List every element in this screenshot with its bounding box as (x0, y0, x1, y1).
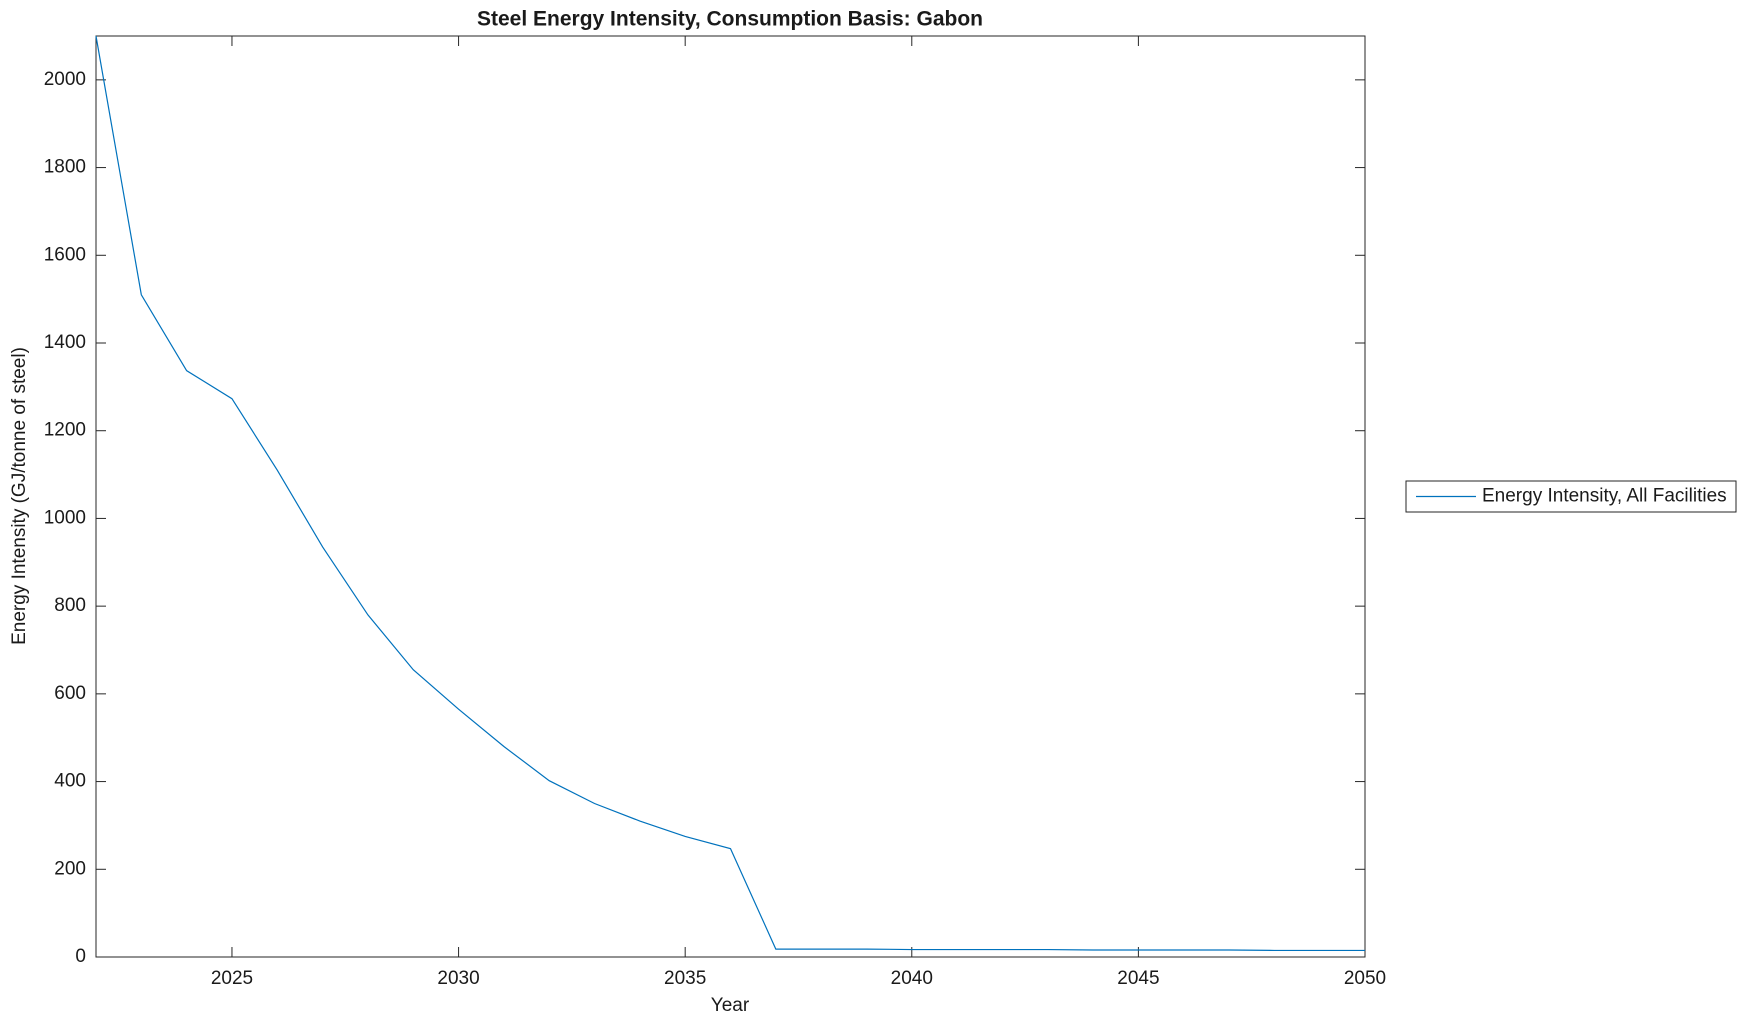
x-tick-label: 2025 (211, 968, 253, 989)
x-tick-label: 2045 (1117, 968, 1159, 989)
y-axis-label: Energy Intensity (GJ/tonne of steel) (9, 347, 30, 645)
y-tick-label: 800 (54, 595, 86, 616)
plot-frame (95, 35, 1366, 958)
y-tick-label: 1000 (44, 507, 86, 528)
x-tick-label: 2030 (437, 968, 479, 989)
y-tick-label: 1400 (44, 332, 86, 353)
data-line (95, 35, 1365, 952)
y-tick-label: 400 (54, 771, 86, 792)
y-tick-label: 600 (54, 683, 86, 704)
chart-title: Steel Energy Intensity, Consumption Basi… (477, 8, 983, 31)
y-tick-label: 1600 (44, 244, 86, 265)
y-tick-label: 1200 (44, 420, 86, 441)
y-tick-label: 0 (75, 946, 86, 967)
legend-label: Energy Intensity, All Facilities (1482, 486, 1727, 507)
y-tick-label: 200 (54, 858, 86, 879)
x-axis-label: Year (711, 995, 750, 1016)
x-tick-label: 2050 (1344, 968, 1386, 989)
x-tick-label: 2035 (664, 968, 706, 989)
y-tick-label: 1800 (44, 157, 86, 178)
x-tick-label: 2040 (891, 968, 933, 989)
y-tick-label: 2000 (44, 69, 86, 90)
